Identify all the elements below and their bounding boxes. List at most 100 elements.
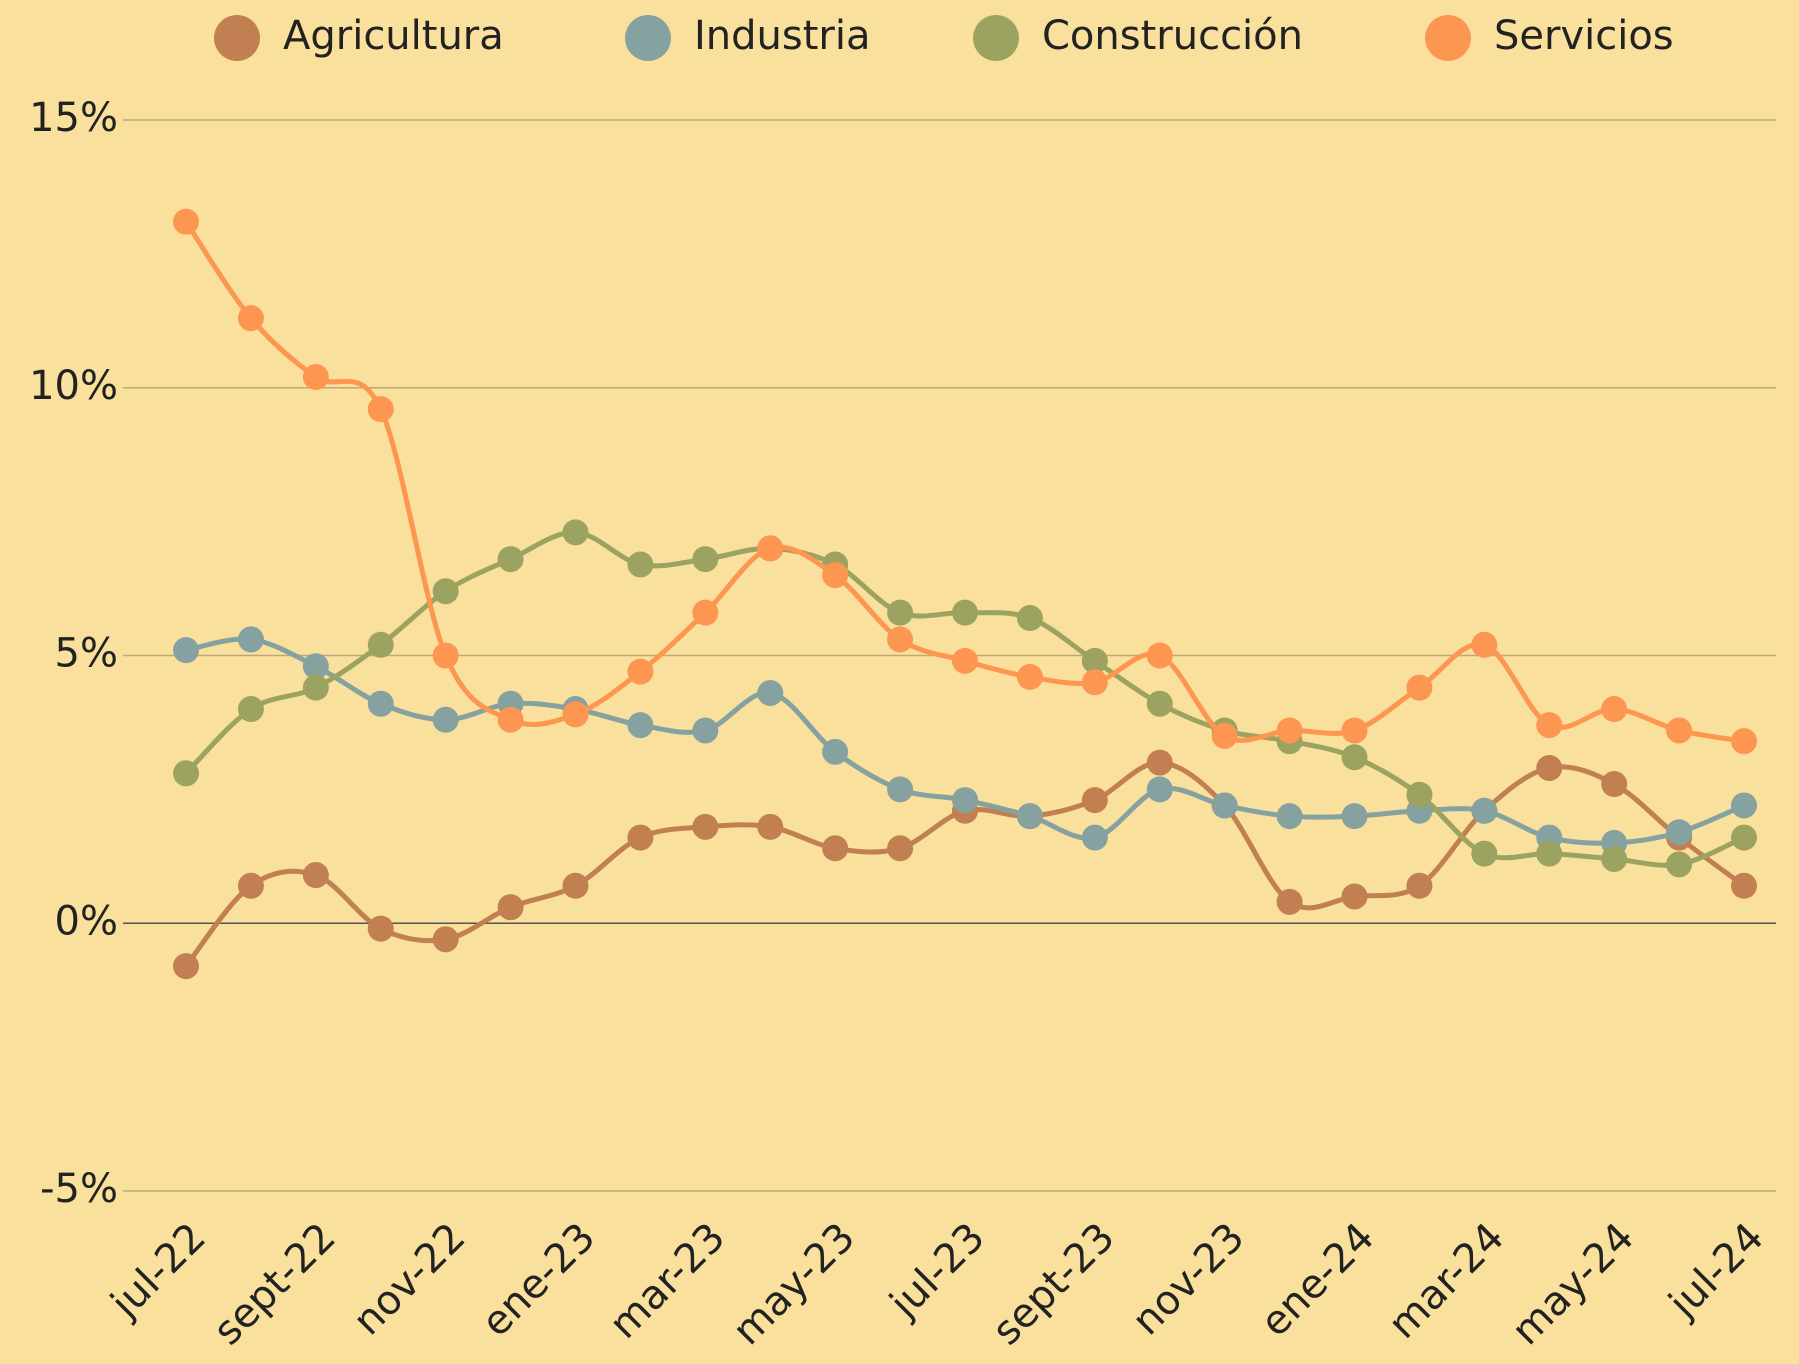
legend-swatch xyxy=(625,15,671,61)
data-point xyxy=(173,953,199,980)
data-point xyxy=(1406,781,1433,808)
legend-label: Industria xyxy=(694,13,870,59)
data-point xyxy=(952,599,978,626)
y-tick-label: 15% xyxy=(29,95,118,141)
data-point xyxy=(627,712,654,739)
data-point xyxy=(627,551,654,578)
data-point xyxy=(237,872,264,899)
data-point xyxy=(1536,712,1563,739)
data-point xyxy=(887,835,914,862)
data-point xyxy=(1406,872,1433,899)
data-point xyxy=(1471,840,1498,867)
data-point xyxy=(302,862,329,889)
data-point xyxy=(1146,642,1173,669)
data-point xyxy=(1146,690,1173,717)
legend-swatch xyxy=(973,15,1019,61)
data-point xyxy=(757,813,784,840)
data-point xyxy=(497,706,524,733)
legend-label: Construcción xyxy=(1042,13,1303,59)
data-point xyxy=(497,894,524,921)
data-point xyxy=(1341,744,1368,771)
data-point xyxy=(367,690,394,717)
data-point xyxy=(367,915,394,942)
data-point xyxy=(367,631,394,658)
data-point xyxy=(1081,669,1108,696)
data-point xyxy=(692,717,719,744)
data-point xyxy=(692,546,719,573)
data-point xyxy=(562,872,589,899)
data-point xyxy=(1731,728,1757,755)
x-tick-label: jul-24 xyxy=(1660,1214,1773,1327)
data-point xyxy=(1211,792,1238,819)
data-point xyxy=(302,364,329,391)
data-point xyxy=(1016,803,1043,830)
data-point xyxy=(237,305,264,332)
legend-label: Servicios xyxy=(1494,13,1674,59)
data-point xyxy=(1731,872,1757,899)
data-point xyxy=(1016,663,1043,690)
x-tick-label: jul-23 xyxy=(881,1214,994,1327)
data-point xyxy=(562,519,589,546)
data-point xyxy=(887,599,914,626)
data-point xyxy=(1016,605,1043,632)
y-tick-label: 10% xyxy=(29,363,118,409)
data-point xyxy=(1601,696,1628,723)
data-point xyxy=(822,738,849,765)
data-point xyxy=(1276,803,1303,830)
y-tick-label: -5% xyxy=(40,1166,118,1212)
data-point xyxy=(1666,851,1693,878)
data-point xyxy=(1146,749,1173,776)
data-point xyxy=(497,546,524,573)
data-point xyxy=(1276,888,1303,915)
legend-label: Agricultura xyxy=(283,13,504,59)
data-point xyxy=(173,760,199,787)
data-point xyxy=(952,647,978,674)
legend-swatch xyxy=(214,15,260,61)
data-point xyxy=(1276,717,1303,744)
data-point xyxy=(1666,819,1693,846)
x-tick-label: sept-22 xyxy=(205,1214,345,1354)
data-point xyxy=(1536,840,1563,867)
x-tick-label: mar-24 xyxy=(1380,1214,1513,1347)
data-point xyxy=(1406,674,1433,701)
x-tick-label: sept-23 xyxy=(984,1214,1124,1354)
data-point xyxy=(627,824,654,851)
data-point xyxy=(1536,754,1563,781)
data-point xyxy=(887,776,914,803)
data-point xyxy=(952,787,978,814)
data-point xyxy=(757,679,784,706)
legend-swatch xyxy=(1425,15,1471,61)
data-point xyxy=(302,653,329,680)
data-point xyxy=(173,208,199,235)
data-point xyxy=(173,637,199,664)
data-point xyxy=(692,599,719,626)
data-point xyxy=(367,396,394,423)
y-tick-label: 0% xyxy=(55,898,118,944)
data-point xyxy=(1731,824,1757,851)
data-point xyxy=(627,658,654,685)
data-point xyxy=(1601,845,1628,872)
data-point xyxy=(432,578,459,605)
data-point xyxy=(302,674,329,701)
data-point xyxy=(1211,722,1238,749)
data-point xyxy=(1081,824,1108,851)
data-point xyxy=(1341,883,1368,910)
x-tick-label: nov-22 xyxy=(345,1214,475,1344)
data-point xyxy=(757,535,784,562)
data-point xyxy=(237,626,264,653)
data-point xyxy=(887,626,914,653)
x-tick-label: mar-23 xyxy=(601,1214,734,1347)
data-point xyxy=(1081,787,1108,814)
data-point xyxy=(1471,797,1498,824)
x-tick-label: ene-24 xyxy=(1252,1214,1383,1345)
x-tick-label: may-23 xyxy=(724,1214,864,1354)
data-point xyxy=(1471,631,1498,658)
data-point xyxy=(1666,717,1693,744)
data-point xyxy=(822,835,849,862)
data-point xyxy=(562,701,589,728)
data-point xyxy=(237,696,264,723)
x-tick-label: may-24 xyxy=(1503,1214,1643,1354)
data-point xyxy=(1731,792,1757,819)
data-point xyxy=(1146,776,1173,803)
x-tick-label: jul-22 xyxy=(102,1214,215,1327)
